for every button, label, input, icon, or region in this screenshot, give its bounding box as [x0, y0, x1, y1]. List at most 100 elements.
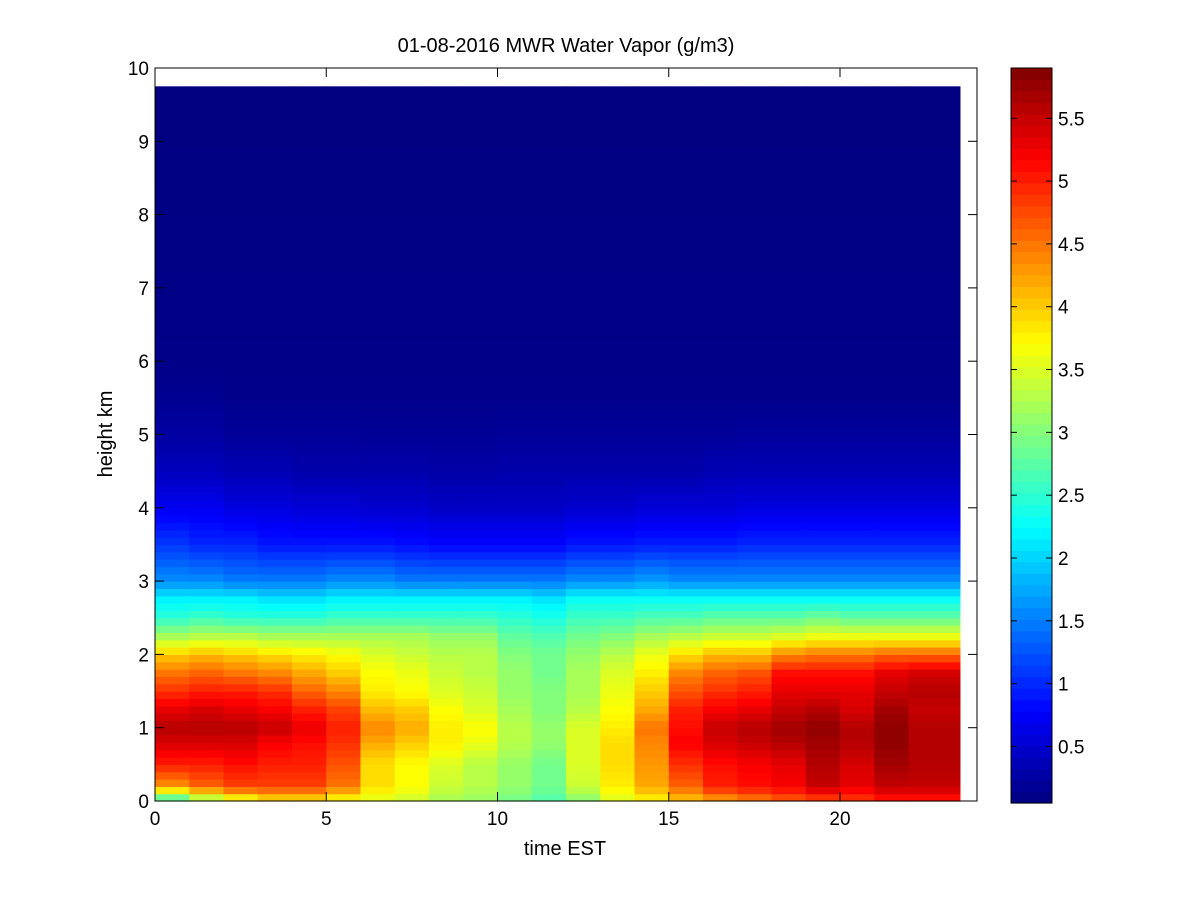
heatmap-cell: [497, 573, 533, 582]
heatmap-cell: [908, 661, 961, 670]
heatmap-cell: [668, 661, 704, 670]
heatmap-cell: [360, 713, 396, 721]
heatmap-cell: [257, 412, 293, 421]
heatmap-cell: [257, 588, 293, 597]
heatmap-cell: [531, 654, 567, 663]
colorbar-swatch: [1011, 251, 1052, 264]
heatmap-cell: [634, 236, 670, 245]
heatmap-cell: [189, 86, 225, 91]
heatmap-cell: [497, 449, 533, 458]
heatmap-cell: [463, 346, 499, 355]
heatmap-cell: [463, 779, 499, 787]
heatmap-cell: [257, 654, 293, 663]
heatmap-cell: [223, 617, 259, 626]
heatmap-cell: [634, 610, 670, 619]
heatmap-cell: [566, 287, 601, 296]
heatmap-cell: [703, 185, 738, 194]
heatmap-cell: [292, 632, 327, 641]
x-axis-label: time EST: [524, 838, 606, 860]
heatmap-cell: [155, 515, 190, 524]
heatmap-cell: [737, 434, 773, 443]
heatmap-cell: [257, 603, 293, 612]
heatmap-cell: [634, 163, 670, 172]
heatmap-cell: [771, 317, 807, 326]
heatmap-cell: [566, 104, 601, 113]
heatmap-cell: [874, 133, 910, 142]
heatmap-cell: [908, 456, 961, 465]
heatmap-cell: [874, 471, 910, 480]
heatmap-cell: [394, 529, 430, 538]
heatmap-cell: [257, 221, 293, 230]
heatmap-cell: [634, 148, 670, 157]
heatmap-cell: [908, 119, 961, 128]
heatmap-cell: [634, 544, 670, 553]
heatmap-cell: [257, 449, 293, 458]
heatmap-cell: [360, 317, 396, 326]
heatmap-cell: [840, 705, 875, 714]
heatmap-cell: [668, 727, 704, 736]
heatmap-cell: [908, 368, 961, 377]
heatmap-cell: [840, 727, 875, 736]
heatmap-cell: [703, 170, 738, 179]
heatmap-cell: [531, 412, 567, 421]
heatmap-cell: [360, 441, 396, 450]
heatmap-cell: [703, 779, 738, 787]
heatmap-cell: [566, 89, 601, 98]
heatmap-cell: [703, 661, 738, 670]
heatmap-cell: [737, 133, 773, 142]
heatmap-cell: [874, 236, 910, 245]
heatmap-cell: [668, 793, 704, 802]
heatmap-cell: [189, 500, 225, 509]
heatmap-cell: [292, 97, 327, 106]
heatmap-cell: [463, 669, 499, 677]
heatmap-cell: [326, 581, 362, 590]
heatmap-cell: [429, 397, 464, 406]
heatmap-cell: [326, 229, 362, 238]
heatmap-cell: [668, 390, 704, 399]
heatmap-cell: [566, 500, 601, 509]
heatmap-cell: [223, 104, 259, 113]
heatmap-cell: [257, 86, 293, 91]
heatmap-cell: [840, 427, 875, 436]
heatmap-cell: [257, 265, 293, 274]
heatmap-cell: [360, 515, 396, 524]
heatmap-cell: [566, 617, 601, 626]
heatmap-cell: [429, 331, 464, 340]
heatmap-cell: [668, 713, 704, 721]
heatmap-cell: [292, 522, 327, 531]
heatmap-cell: [771, 449, 807, 458]
heatmap-cell: [189, 427, 225, 436]
heatmap-cell: [394, 691, 430, 699]
heatmap-cell: [840, 236, 875, 245]
colorbar-swatch: [1011, 389, 1052, 402]
heatmap-cell: [257, 720, 293, 729]
heatmap-cell: [394, 405, 430, 414]
heatmap-cell: [497, 771, 533, 780]
heatmap-cell: [429, 603, 464, 612]
heatmap-cell: [566, 317, 601, 326]
heatmap-cell: [703, 324, 738, 333]
heatmap-cell: [497, 258, 533, 267]
heatmap-cell: [840, 368, 875, 377]
heatmap-cell: [429, 573, 464, 582]
heatmap-cell: [257, 185, 293, 194]
heatmap-cell: [463, 265, 499, 274]
heatmap-cell: [634, 361, 670, 370]
heatmap-cell: [668, 522, 704, 531]
heatmap-cell: [840, 720, 875, 729]
heatmap-cell: [497, 97, 533, 106]
heatmap-cell: [189, 493, 225, 502]
heatmap-cell: [463, 207, 499, 216]
heatmap-cell: [805, 676, 841, 685]
heatmap-cell: [874, 551, 910, 560]
heatmap-cell: [771, 273, 807, 282]
heatmap-cell: [463, 258, 499, 267]
heatmap-cell: [805, 786, 841, 795]
heatmap-cell: [600, 273, 636, 282]
heatmap-cell: [189, 89, 225, 98]
heatmap-cell: [394, 654, 430, 663]
heatmap-cell: [771, 221, 807, 230]
heatmap-cell: [805, 727, 841, 736]
heatmap-cell: [155, 177, 190, 186]
heatmap-cell: [326, 317, 362, 326]
